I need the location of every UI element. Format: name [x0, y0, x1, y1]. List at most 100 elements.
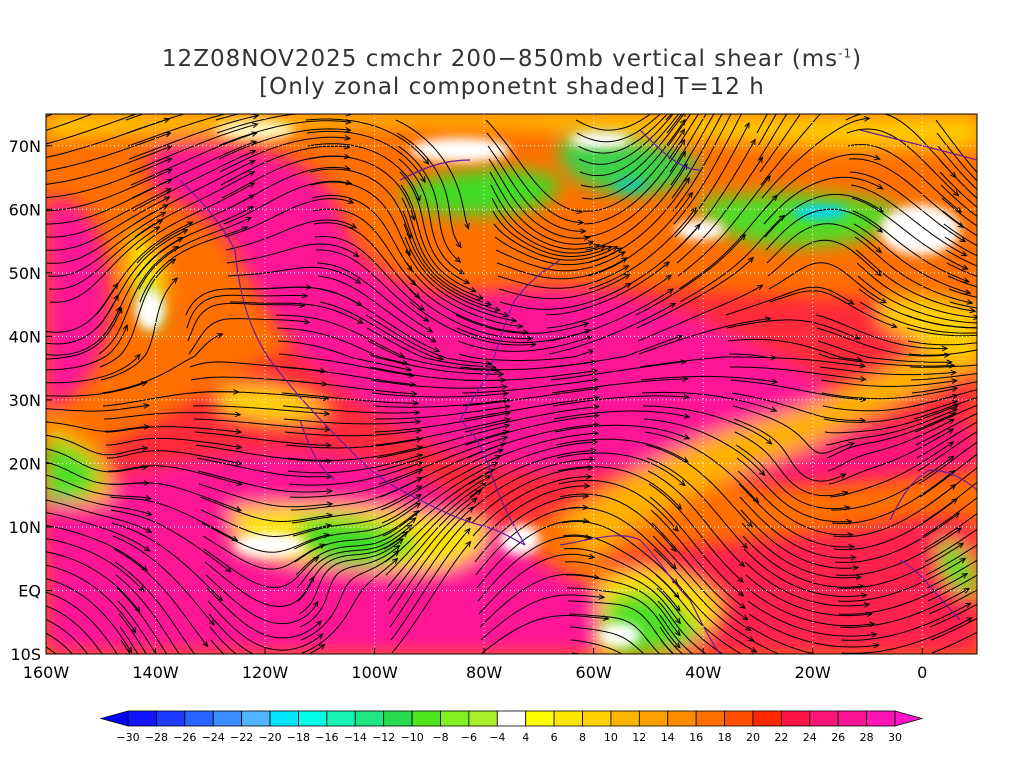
streamline	[402, 210, 491, 305]
streamline	[757, 114, 777, 147]
streamline	[46, 146, 171, 185]
colorbar-max-arrow	[894, 710, 924, 727]
streamline	[737, 470, 852, 535]
streamline	[497, 266, 628, 289]
streamline	[911, 381, 977, 394]
longitude-axis: 160W 140W 120W 100W 80W 60W 40W 20W 0	[23, 648, 927, 682]
streamline	[650, 509, 745, 608]
streamline	[643, 418, 764, 475]
colorbar-label: −28	[145, 731, 168, 744]
lat-tick-label: 20N	[9, 454, 41, 473]
lon-tick-label: 20W	[795, 663, 831, 682]
streamline	[489, 171, 593, 244]
streamline	[769, 290, 896, 327]
streamline	[193, 418, 330, 430]
streamline	[46, 487, 151, 515]
streamline	[288, 462, 422, 486]
streamline	[130, 133, 257, 186]
streamline	[471, 468, 592, 524]
lat-tick-label: 30N	[9, 391, 41, 410]
streamline	[747, 600, 876, 636]
streamline	[849, 171, 965, 242]
colorbar-label: −30	[116, 731, 139, 744]
streamline	[46, 448, 147, 473]
streamline	[135, 183, 254, 251]
lat-tick-label: 10S	[10, 645, 41, 664]
streamline	[202, 535, 325, 570]
streamline	[491, 197, 605, 254]
streamline	[945, 249, 977, 267]
streamline	[576, 114, 661, 143]
streamline	[935, 119, 977, 174]
streamline	[549, 336, 682, 368]
streamline	[49, 227, 159, 303]
streamline	[578, 114, 674, 165]
streamline	[818, 353, 954, 366]
streamline	[46, 133, 170, 172]
streamline	[192, 405, 329, 414]
colorbar-swatch	[127, 710, 157, 727]
streamline	[390, 529, 470, 641]
streamline	[112, 535, 214, 625]
streamline	[476, 521, 588, 589]
streamline	[820, 380, 956, 387]
streamline	[738, 483, 854, 547]
streamline	[930, 617, 977, 641]
streamline	[857, 275, 977, 324]
streamline	[97, 238, 182, 342]
streamline	[317, 275, 436, 342]
streamline	[493, 223, 617, 261]
streamline	[751, 652, 755, 654]
streamline	[914, 404, 977, 433]
streamline	[557, 466, 681, 509]
streamline	[729, 353, 864, 366]
streamline	[278, 353, 413, 376]
streamline	[285, 439, 421, 449]
streamline	[913, 396, 977, 420]
coastlines	[179, 129, 977, 654]
colorbar-swatch	[411, 710, 441, 727]
streamline	[659, 626, 684, 654]
streamline	[649, 496, 743, 596]
streamline	[585, 165, 687, 251]
streamline	[577, 114, 669, 154]
coastline-segment	[399, 159, 471, 181]
streamline	[726, 319, 859, 339]
coastline-segment	[234, 249, 526, 546]
streamline	[46, 326, 127, 371]
colorbar-label: 24	[803, 731, 817, 744]
streamline	[479, 573, 599, 628]
streamline	[46, 578, 131, 652]
streamline	[284, 430, 421, 437]
streamline	[128, 116, 258, 160]
coastline-segment	[459, 259, 561, 546]
streamline	[46, 119, 169, 158]
streamline	[667, 114, 692, 147]
streamline	[372, 400, 509, 408]
colorbar-label: 18	[718, 731, 732, 744]
streamline	[46, 114, 94, 131]
streamline	[815, 314, 947, 349]
streamline	[551, 379, 687, 394]
streamline	[488, 158, 589, 238]
streamline	[401, 197, 483, 299]
streamline	[374, 407, 509, 420]
streamline	[586, 178, 689, 264]
streamline	[46, 383, 146, 397]
lon-tick-label: 100W	[351, 663, 398, 682]
colorbar-label: −10	[400, 731, 423, 744]
streamline	[636, 258, 753, 329]
streamline	[924, 528, 977, 563]
streamline	[496, 258, 627, 280]
colorbar-swatch	[695, 710, 725, 727]
colorbar-swatch	[156, 710, 186, 727]
streamline	[46, 205, 167, 264]
streamline	[223, 181, 351, 225]
streamline	[641, 391, 776, 410]
streamline	[553, 410, 689, 420]
streamline	[943, 223, 977, 247]
streamline	[208, 613, 324, 654]
streamline	[216, 114, 350, 134]
streamline	[46, 632, 74, 654]
streamline	[187, 303, 304, 342]
